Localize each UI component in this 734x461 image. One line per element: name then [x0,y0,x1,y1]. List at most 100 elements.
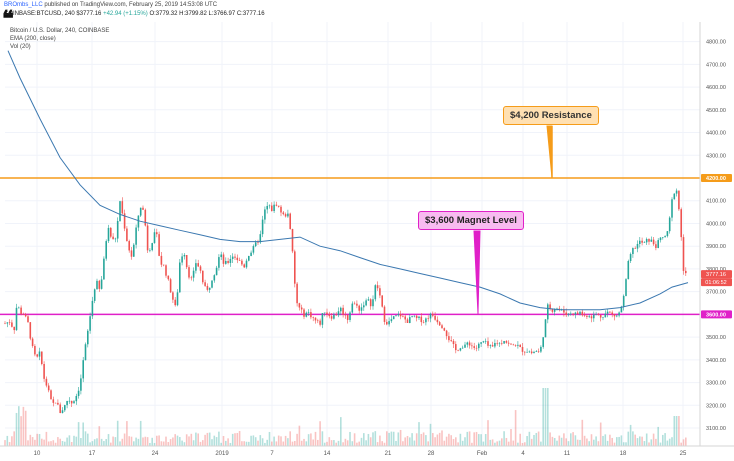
volume-bar [215,437,218,446]
volume-bar [390,431,393,446]
volume-bar [422,432,425,446]
volume-bar [478,434,480,446]
volume-bar [650,439,653,446]
volume-bar [537,431,540,446]
volume-bar [300,440,303,446]
candle-body [459,348,462,351]
candle-body [176,292,179,306]
candle-body [54,402,57,404]
candle-body [80,378,82,391]
volume-bar [519,433,521,446]
volume-bar [668,438,671,446]
time-tick-label: 18 [620,451,627,457]
legend-ema[interactable]: EMA (200, close) [10,36,56,42]
candle-body [537,351,540,352]
volume-bar [404,437,406,446]
candle-body [41,351,43,364]
volume-bar [629,424,632,446]
candle-body [139,207,142,216]
candle-body [305,312,308,317]
candle-body [11,322,13,327]
volume-bars [4,388,687,446]
time-axis[interactable]: 10 17 24 2019 7 14 21 28 Feb 4 11 18 25 [34,451,687,457]
candle-body [287,213,289,217]
time-tick-label: 14 [324,451,331,457]
volume-bar [425,435,427,446]
volume-bar [15,412,18,446]
candle-body [340,307,342,312]
volume-bar [66,437,68,446]
volume-bar [360,437,363,446]
volume-bar [107,434,110,446]
volume-bar [57,437,59,446]
candle-body [593,314,595,319]
volume-bar [181,440,183,446]
volume-bar [195,432,197,446]
volume-bar [6,435,9,446]
candle-body [618,312,620,316]
candle-body [381,295,383,307]
volume-bar [31,437,34,446]
symbol-line: COINBASE:BTCUSD, 240 $3777.16 +42.94 (+1… [4,11,265,17]
volume-bar [335,442,337,446]
magnet-annotation[interactable]: $3,600 Magnet Level [418,211,524,230]
price-tick-label: 3500.00 [706,335,726,341]
candle-body [501,343,503,344]
candle-body [503,341,505,344]
volume-bar [450,435,452,446]
price-tick-label: 3400.00 [706,358,726,364]
volume-bar [634,434,636,446]
volume-bar [234,433,236,446]
candle-body [298,303,301,308]
volume-bar [461,440,464,446]
volume-bar [73,435,75,446]
candle-body [599,315,602,318]
volume-bar [252,435,255,446]
candle-body [280,206,282,213]
price-axis[interactable]: 4800.00 4700.00 4600.00 4500.00 4400.00 4300.… [706,40,726,432]
volume-bar [188,436,190,446]
candle-body [496,342,498,344]
volume-bar [641,436,643,446]
candle-body [505,341,508,343]
candle-body [314,317,317,321]
candle-body [123,213,126,229]
volume-bar [662,434,664,446]
resistance-annotation[interactable]: $4,200 Resistance [503,106,599,125]
candle-body [257,242,259,243]
volume-bar [411,433,413,446]
candle-body [356,303,358,306]
volume-bar [611,437,613,446]
legend-volume[interactable]: Vol (20) [10,44,31,50]
candle-body [13,326,15,331]
candle-body [243,264,245,268]
volume-bar [429,423,432,446]
author-link[interactable]: BROmbs_LLC [4,2,43,8]
volume-bar [179,437,181,446]
volume-bar [593,439,595,446]
time-tick-label: 4 [521,451,525,457]
candle-body [110,227,112,237]
volume-bar [333,440,335,446]
candle-body [648,238,650,242]
volume-bar [27,440,29,446]
candle-body [351,303,354,313]
volume-bar [540,441,542,446]
candle-body [643,242,646,243]
level-price-label: 3600.00 [706,312,726,318]
volume-bar [618,436,620,446]
candle-body [652,239,655,245]
candle-body [98,280,101,289]
candle-body [397,314,400,316]
candle-body [213,275,216,281]
candle-body [241,260,243,265]
symbol: COINBASE:BTCUSD, 240 [4,11,75,17]
volume-bar [87,433,89,446]
volume-bar [59,438,61,446]
candle-body [135,227,137,245]
volume-bar [482,441,485,446]
volume-bar [372,432,374,446]
candle-body [507,342,510,344]
